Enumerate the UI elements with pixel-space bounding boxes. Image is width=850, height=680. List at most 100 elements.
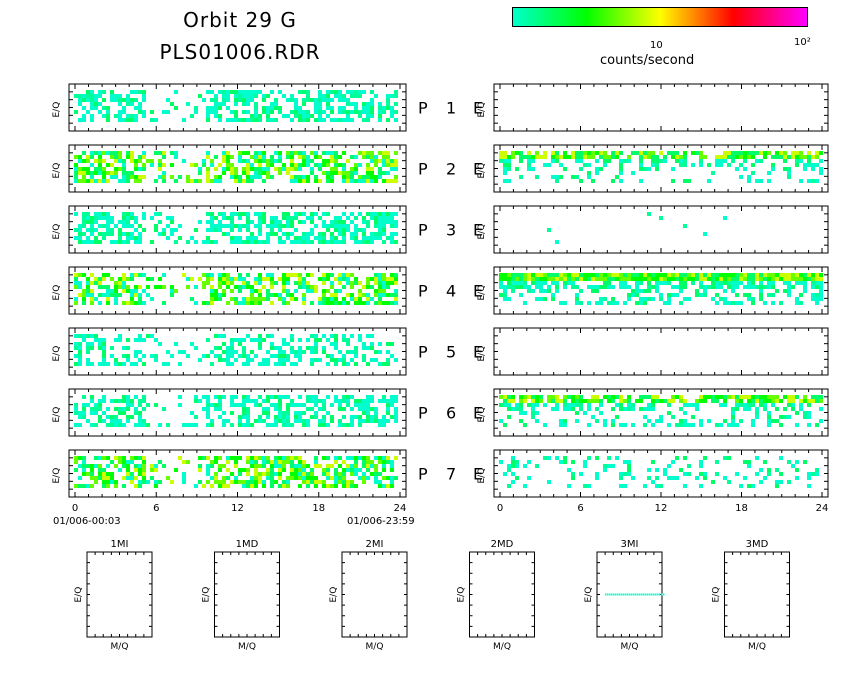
spectrum-cell	[819, 293, 823, 297]
spectrum-cell	[815, 151, 819, 155]
spectrum-cell	[294, 354, 298, 358]
spectrum-cell	[86, 179, 90, 183]
spectrum-cell	[370, 464, 374, 468]
spectrum-cell	[286, 220, 290, 224]
spectrum-cell	[194, 163, 198, 167]
spectrum-cell	[314, 236, 318, 240]
spectrum-cell	[326, 411, 330, 415]
spectrum-cell	[274, 419, 278, 423]
spectrum-cell	[511, 472, 515, 476]
spectrum-cell	[735, 472, 739, 476]
spectrum-cell	[326, 354, 330, 358]
spectrum-cell	[338, 224, 342, 228]
spectrum-cell	[274, 456, 278, 460]
spectrum-cell	[286, 277, 290, 281]
spectrum-cell	[587, 155, 591, 159]
spectrum-cell	[795, 460, 799, 464]
spectrum-cell	[547, 277, 551, 281]
spectrum-cell	[795, 395, 799, 399]
spectrum-cell	[282, 468, 286, 472]
spectrum-cell	[310, 334, 314, 338]
spectrum-cell	[378, 484, 382, 488]
spectrum-cell	[390, 106, 394, 110]
spectrum-cell	[130, 403, 134, 407]
spectrum-cell	[138, 399, 142, 403]
spectrum-cell	[366, 301, 370, 305]
spectrum-cell	[527, 460, 531, 464]
spectrum-cell	[286, 236, 290, 240]
spectrum-cell	[134, 240, 138, 244]
spectrum-cell	[386, 179, 390, 183]
spectrum-cell	[114, 399, 118, 403]
spectrum-cell	[86, 464, 90, 468]
spectrum-cell	[394, 102, 398, 106]
spectrum-cell	[330, 281, 334, 285]
spectrum-cell	[182, 480, 186, 484]
spectrum-cell	[150, 277, 154, 281]
spectrum-cell	[274, 423, 278, 427]
spectrum-cell	[330, 224, 334, 228]
spectrum-cell	[631, 407, 635, 411]
spectrum-cell	[94, 159, 98, 163]
spectrum-cell	[106, 110, 110, 114]
spectrum-cell	[106, 297, 110, 301]
spectrum-cell	[787, 277, 791, 281]
spectrum-cell	[138, 179, 142, 183]
spectrum-cell	[795, 273, 799, 277]
spectrum-cell	[150, 159, 154, 163]
spectrum-cell	[523, 423, 527, 427]
spectrum-cell	[298, 236, 302, 240]
spectrum-cell	[563, 301, 567, 305]
spectrum-cell	[695, 277, 699, 281]
spectrum-cell	[795, 297, 799, 301]
spectrum-cell	[394, 175, 398, 179]
spectrum-cell	[719, 273, 723, 277]
spectrum-cell	[771, 301, 775, 305]
spectrum-cell	[114, 151, 118, 155]
spectrum-cell	[767, 281, 771, 285]
spectrum-cell	[234, 277, 238, 281]
spectrum-cell	[346, 362, 350, 366]
spectrum-cell	[122, 159, 126, 163]
spectrum-cell	[270, 476, 274, 480]
spectrum-cell	[563, 277, 567, 281]
spectrum-cell	[294, 281, 298, 285]
spectrum-cell	[290, 163, 294, 167]
spectrum-cell	[206, 480, 210, 484]
spectrum-cell	[503, 277, 507, 281]
spectrum-cell	[579, 289, 583, 293]
spectrum-cell	[699, 293, 703, 297]
spectrum-cell	[334, 456, 338, 460]
spectrum-cell	[74, 212, 78, 216]
spectrum-cell	[647, 476, 651, 480]
spectrum-cell	[90, 472, 94, 476]
spectrum-cell	[206, 240, 210, 244]
row-label-number: 4	[446, 282, 456, 301]
spectrum-cell	[783, 407, 787, 411]
spectrum-cell	[298, 464, 302, 468]
spectrum-cell	[154, 484, 158, 488]
spectrum-cell	[799, 273, 803, 277]
spectrum-cell	[90, 289, 94, 293]
spectrum-cell	[539, 399, 543, 403]
spectrum-cell	[382, 464, 386, 468]
spectrum-cell	[94, 338, 98, 342]
spectrum-cell	[126, 171, 130, 175]
spectrum-cell	[114, 358, 118, 362]
spectrum-cell	[126, 285, 130, 289]
spectrum-cell	[234, 171, 238, 175]
spectrum-cell	[230, 346, 234, 350]
spectrum-cell	[715, 399, 719, 403]
spectrum-cell	[523, 464, 527, 468]
spectrum-cell	[86, 346, 90, 350]
spectrum-cell	[106, 212, 110, 216]
spectrum-cell	[354, 228, 358, 232]
spectrum-cell	[795, 151, 799, 155]
spectrum-cell	[535, 277, 539, 281]
mq-panel-title: 2MI	[366, 539, 384, 550]
spectrum-cell	[599, 403, 603, 407]
spectrum-cell	[230, 167, 234, 171]
spectrum-cell	[306, 90, 310, 94]
spectrum-cell	[142, 464, 146, 468]
spectrum-cell	[206, 399, 210, 403]
